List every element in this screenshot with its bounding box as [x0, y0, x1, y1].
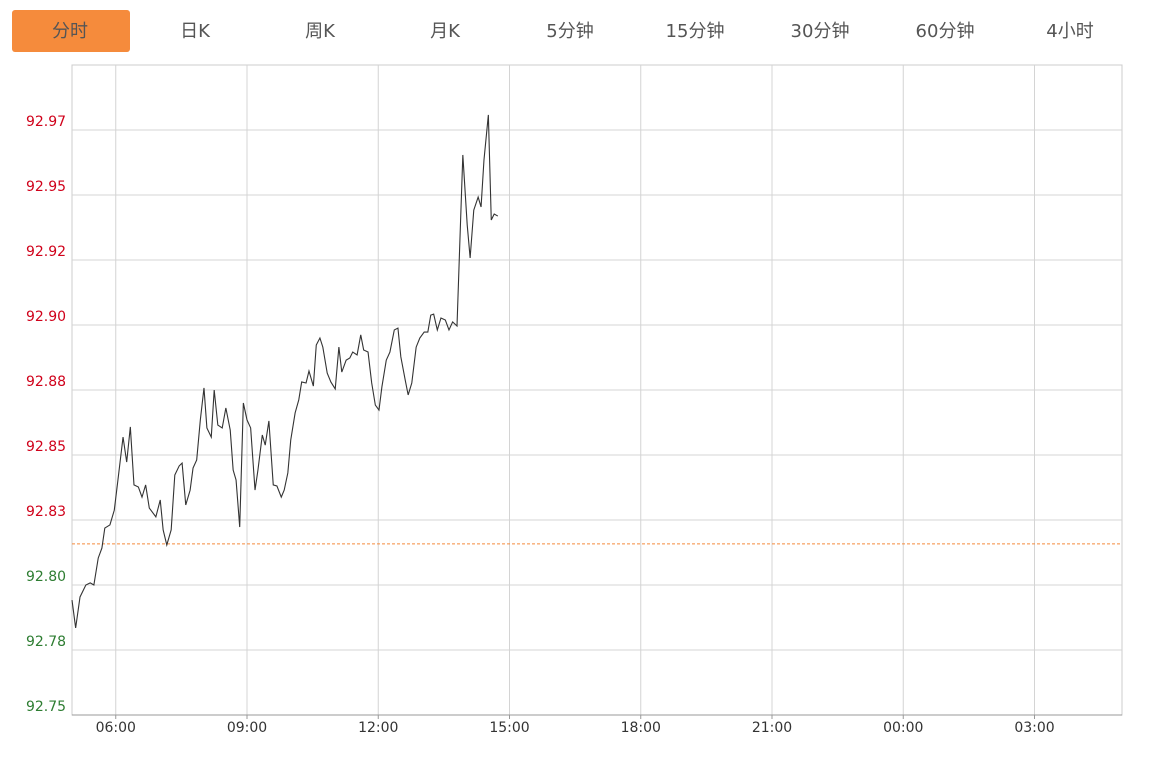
- tab[interactable]: 4小时: [1046, 21, 1093, 42]
- x-tick-label: 09:00: [227, 720, 267, 736]
- y-tick-label: 92.90: [26, 309, 66, 325]
- active-tab-bg: [12, 10, 130, 52]
- price-line: [71, 114, 499, 628]
- tab[interactable]: 日K: [180, 21, 211, 42]
- tab[interactable]: 周K: [305, 21, 336, 42]
- y-tick-label: 92.92: [26, 244, 66, 260]
- x-tick-label: 03:00: [1014, 720, 1054, 736]
- x-tick-label: 15:00: [489, 720, 529, 736]
- x-tick-label: 12:00: [358, 720, 398, 736]
- tab[interactable]: 15分钟: [666, 21, 725, 42]
- y-tick-label: 92.80: [26, 569, 66, 585]
- tab[interactable]: 60分钟: [916, 21, 975, 42]
- x-tick-label: 21:00: [752, 720, 792, 736]
- tab[interactable]: 分时: [52, 21, 88, 42]
- x-tick-label: 00:00: [883, 720, 923, 736]
- x-tick-label: 18:00: [621, 720, 661, 736]
- y-tick-label: 92.83: [26, 504, 66, 520]
- x-tick-label: 06:00: [96, 720, 136, 736]
- tab[interactable]: 30分钟: [791, 21, 850, 42]
- y-tick-label: 92.97: [26, 114, 66, 130]
- tab[interactable]: 月K: [430, 21, 461, 42]
- y-tick-label: 92.95: [26, 179, 66, 195]
- y-tick-label: 92.78: [26, 634, 66, 650]
- y-tick-label: 92.85: [26, 439, 66, 455]
- y-tick-label: 92.88: [26, 374, 66, 390]
- tab[interactable]: 5分钟: [546, 21, 593, 42]
- y-tick-label: 92.75: [26, 699, 66, 715]
